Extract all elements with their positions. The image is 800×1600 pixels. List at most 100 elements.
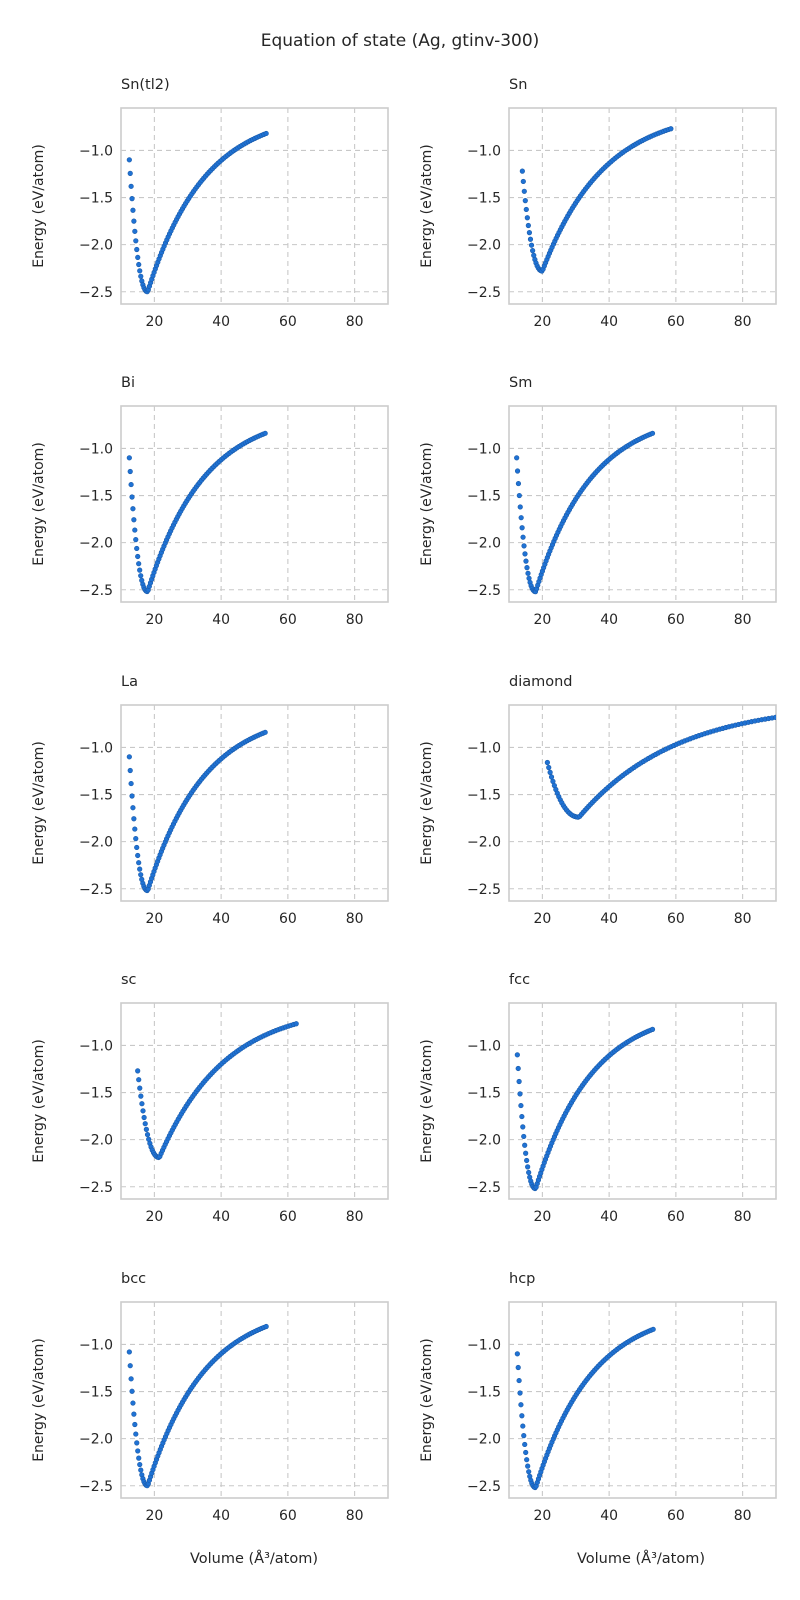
data-point: [130, 207, 136, 213]
x-tick-label: 60: [667, 612, 685, 628]
data-point: [127, 468, 133, 475]
data-point: [136, 1455, 142, 1461]
y-tick-label: −2.5: [79, 1479, 113, 1495]
data-point: [134, 1440, 140, 1446]
data-point: [136, 561, 142, 567]
data-point: [522, 1142, 528, 1148]
x-tick-label: 20: [145, 612, 163, 628]
data-point: [518, 515, 524, 521]
data-points: [519, 126, 674, 274]
data-point: [520, 178, 526, 185]
y-tick-label: −1.5: [467, 788, 501, 804]
data-point: [137, 1461, 143, 1468]
data-point: [136, 261, 142, 268]
data-point: [525, 1463, 531, 1469]
data-point: [668, 126, 674, 132]
subplot-sm: 20 40 60 80 −1.0 −1.5 −2.0 −2.5 Sm Energy (eV/ato…: [419, 375, 777, 628]
x-tick-label: 20: [533, 612, 551, 628]
data-point: [126, 157, 132, 163]
data-point: [126, 754, 132, 760]
data-point: [524, 1457, 530, 1463]
data-point: [649, 1026, 656, 1032]
x-tick-label: 20: [145, 911, 163, 927]
y-tick-label: −2.0: [79, 1432, 113, 1448]
data-point: [135, 852, 141, 859]
data-point: [135, 553, 141, 560]
x-tick-label: 60: [279, 1508, 297, 1524]
y-tick-label: −2.5: [467, 1479, 501, 1495]
subplot-title: La: [121, 674, 138, 690]
y-tick-label: −2.5: [467, 583, 501, 599]
y-tick-label: −2.0: [79, 835, 113, 851]
data-point: [517, 504, 523, 510]
y-tick-label: −1.5: [467, 489, 501, 505]
x-tick-label: 40: [600, 612, 618, 628]
data-point: [524, 1157, 530, 1164]
data-point: [516, 492, 522, 499]
y-tick-label: −2.5: [79, 583, 113, 599]
data-point: [518, 1102, 524, 1109]
data-point: [522, 198, 528, 204]
y-tick-label: −2.0: [467, 536, 501, 552]
data-points: [514, 430, 656, 595]
data-point: [263, 1323, 269, 1330]
axes-frame: [508, 405, 777, 603]
y-tick-label: −2.0: [467, 238, 501, 254]
data-point: [142, 1121, 148, 1127]
y-tick-label: −1.0: [467, 441, 501, 457]
subplot-sn: 20 40 60 80 −1.0 −1.5 −2.0 −2.5 Sn Energy (eV/ato…: [419, 77, 777, 330]
data-point: [130, 1400, 136, 1406]
data-point: [127, 767, 133, 774]
data-point: [131, 218, 137, 224]
data-point: [131, 517, 137, 523]
x-tick-label: 40: [600, 314, 618, 330]
x-tick-label: 60: [279, 1209, 297, 1225]
axes-frame: [508, 107, 777, 305]
data-point: [525, 1164, 531, 1170]
y-tick-label: −1.5: [79, 191, 113, 207]
y-tick-label: −1.0: [467, 740, 501, 756]
y-axis-label: Energy (eV/atom): [419, 1039, 435, 1163]
data-point: [777, 715, 782, 720]
x-axis-label-right: Volume (Å³/atom): [577, 1550, 705, 1567]
data-point: [134, 844, 140, 851]
data-point: [128, 780, 134, 787]
subplot-title: Sn(tl2): [121, 77, 170, 93]
y-tick-label: −1.0: [79, 1337, 113, 1353]
data-points: [544, 714, 782, 820]
data-points: [514, 1326, 656, 1491]
data-point: [521, 1433, 527, 1439]
data-point: [523, 1150, 529, 1156]
x-tick-label: 80: [346, 314, 364, 330]
axes-frame: [120, 107, 389, 305]
data-point: [521, 188, 527, 194]
x-tick-label: 20: [145, 1209, 163, 1225]
data-point: [130, 506, 136, 512]
axes-frame: [120, 1002, 389, 1200]
x-tick-label: 40: [212, 612, 230, 628]
data-point: [516, 1377, 522, 1384]
y-tick-label: −2.0: [79, 536, 113, 552]
data-point: [138, 273, 144, 279]
data-point: [520, 1423, 526, 1429]
data-point: [519, 1113, 525, 1120]
data-point: [527, 236, 534, 242]
data-point: [128, 183, 134, 189]
y-axis-label: Energy (eV/atom): [419, 442, 435, 566]
data-point: [523, 206, 529, 213]
x-tick-label: 40: [212, 1508, 230, 1524]
subplot-bcc: 20 40 60 80 −1.0 −1.5 −2.0 −2.5 bcc Energy (eV/at…: [31, 1271, 389, 1524]
y-axis-label: Energy (eV/atom): [31, 442, 47, 566]
y-tick-label: −1.0: [467, 1337, 501, 1353]
data-point: [134, 545, 140, 552]
data-point: [546, 764, 552, 771]
data-point: [514, 1351, 520, 1357]
data-point: [138, 1093, 144, 1099]
data-point: [521, 1133, 527, 1140]
y-axis-label: Energy (eV/atom): [31, 1039, 47, 1163]
y-axis-label: Energy (eV/atom): [31, 144, 47, 268]
x-tick-label: 40: [212, 1209, 230, 1225]
data-point: [134, 246, 140, 253]
axes-frame: [120, 1301, 389, 1499]
data-point: [139, 1101, 145, 1107]
